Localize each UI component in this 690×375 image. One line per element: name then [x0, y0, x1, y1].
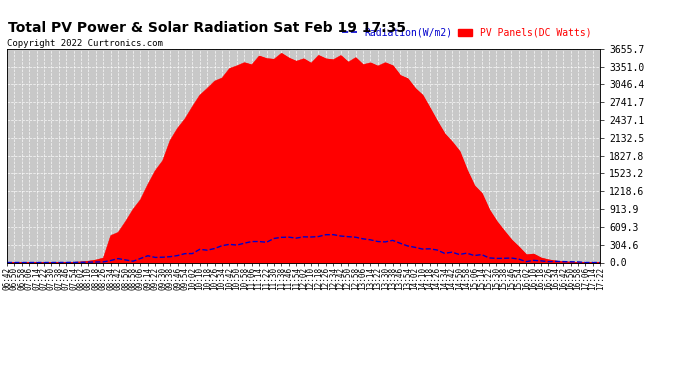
Text: Total PV Power & Solar Radiation Sat Feb 19 17:35: Total PV Power & Solar Radiation Sat Feb… — [8, 21, 406, 34]
Text: Copyright 2022 Curtronics.com: Copyright 2022 Curtronics.com — [7, 39, 163, 48]
Legend: Radiation(W/m2), PV Panels(DC Watts): Radiation(W/m2), PV Panels(DC Watts) — [338, 24, 595, 42]
